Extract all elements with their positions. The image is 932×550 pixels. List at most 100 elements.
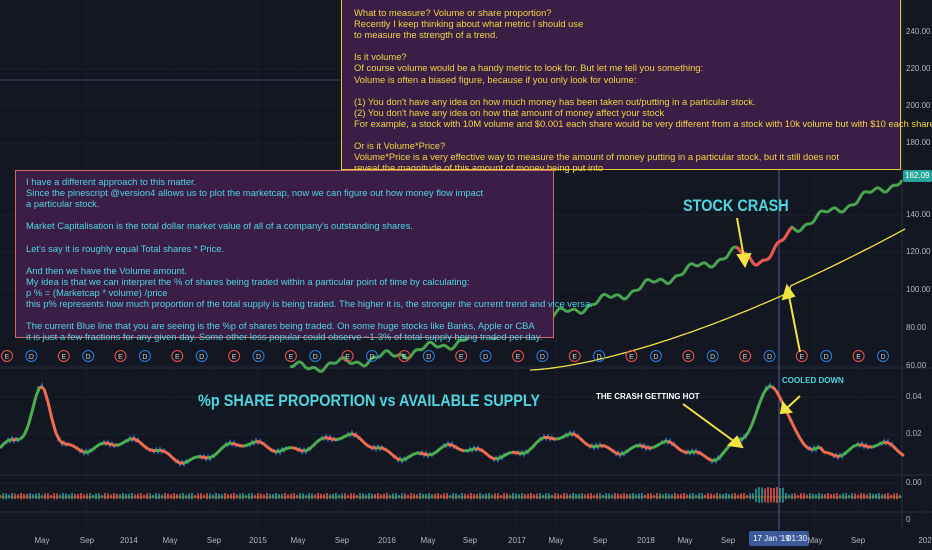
smoothed-segment [170,456,178,463]
text-line: Or is it Volume*Price? [354,140,446,152]
smoothed-segment [310,441,318,448]
trend-line [289,179,904,373]
event-marker [479,350,492,362]
event-marker-label: E [686,354,691,361]
smoothed-segment [802,443,810,450]
smoothed-segment [331,437,337,442]
smoothed-segment [762,386,770,394]
smoothed-segment [503,452,509,458]
smoothed-segment [786,413,794,424]
y-tick-label: 0 [906,515,911,524]
smoothed-segment [335,437,341,442]
smoothed-segment [623,449,629,455]
smoothed-segment [894,447,902,455]
smoothed-segment [411,451,417,457]
smoothed-segment [166,452,174,459]
smoothed-segment [183,459,189,465]
smoothed-segment [395,456,401,462]
smoothed-segment [275,449,281,454]
event-marker [422,350,435,362]
x-tick-label: May [677,536,693,545]
smoothed-segment [443,442,449,448]
paragraph: Is it volume? Of course volume would be a… [354,51,888,84]
smoothed-segment [742,431,750,439]
arrow [786,395,801,409]
smoothed-segment [587,443,593,449]
smoothed-segment [798,437,806,446]
event-marker-label: D [880,354,885,361]
event-marker [536,350,549,362]
smoothed-segment [491,456,497,461]
smoothed-segment [343,433,349,439]
smoothed-segment [851,443,857,449]
x-tick-label: Sep [206,536,222,545]
event-marker [820,350,833,362]
arrow-head [736,252,752,269]
event-marker [341,350,354,362]
smoothed-segment [839,453,845,458]
x-tick-label: May [548,536,564,545]
smoothed-segment [163,449,169,455]
event-marker-label: D [710,354,715,361]
x-tick-label: May [290,536,306,545]
smoothed-segment [863,444,869,449]
text-line: reveal the magnitude of this amount of m… [354,162,604,174]
event-marker [739,350,752,362]
crosshair-time-badge [749,531,809,546]
x-tick-label: 2017 [508,536,526,545]
event-marker-label: D [86,354,91,361]
smoothed-segment [563,433,569,438]
event-marker [252,350,265,362]
event-marker [795,350,808,362]
event-marker [195,350,208,362]
smoothed-segment [0,442,6,450]
smoothed-segment [859,443,865,448]
smoothed-segment [107,442,113,447]
event-marker-label: D [426,354,431,361]
smoothed-segment [211,452,217,459]
smoothed-segment [890,444,898,451]
x-tick-label: May [420,536,436,545]
smoothed-segment [191,455,197,461]
text-line: it is just a few fractions for any given… [26,331,543,343]
text-line: (2) You don't have any idea on how that … [354,106,665,118]
smoothed-segment [439,444,445,451]
smoothed-segment [303,448,309,453]
pane-title: %p SHARE PROPORTION vs AVAILABLE SUPPLY [198,391,541,410]
paragraph: The current Blue line that you are seein… [26,320,543,342]
smoothed-segment [875,442,881,448]
smoothed-segment [327,436,333,441]
event-marker-label: D [369,354,374,361]
smoothed-segment [567,432,573,436]
smoothed-segment [539,436,545,441]
smoothed-segment [3,439,9,445]
smoothed-segment [95,442,101,449]
smoothed-segment [358,437,366,444]
smoothed-segment [131,437,137,441]
event-marker [114,350,127,362]
y-tick-label: 180.00 [906,138,931,147]
smoothed-segment [615,451,621,456]
smoothed-segment [50,418,58,434]
event-marker [1,350,13,362]
event-marker-label: E [856,354,861,361]
smoothed-segment [159,448,165,453]
event-marker-label: E [629,354,634,361]
x-tick-label: 2016 [378,536,396,545]
smoothed-segment [235,443,241,448]
smoothed-segment [699,451,705,457]
smoothed-segment [843,449,849,456]
smoothed-segment [75,446,81,452]
smoothed-segment [703,454,709,460]
text-line: p % = (Marketcap * volume) /price [26,286,168,298]
smoothed-segment [746,423,754,434]
event-marker-label: D [29,354,34,361]
smoothed-segment [899,451,905,457]
text-line: to measure the strength of a trend. [354,29,498,41]
top-note: What to measure? Volume or share proport… [341,0,932,174]
smoothed-segment [383,447,389,453]
moving-average [529,228,906,371]
smoothed-segment [207,455,213,460]
smoothed-segment [651,444,657,450]
